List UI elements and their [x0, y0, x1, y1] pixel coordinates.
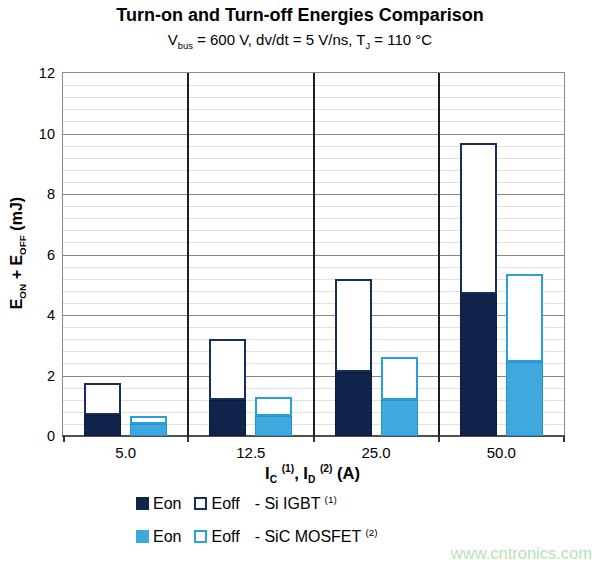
y-tick-label: 0: [11, 427, 55, 445]
legend-label: Eoff: [211, 528, 239, 546]
bar-segment-eon-si-igbt-1: [209, 400, 246, 436]
legend-swatch-outline: [194, 530, 207, 543]
sup-text: (2): [320, 463, 333, 474]
bar-segment-eon-si-igbt-1: [84, 415, 121, 436]
bar-segment-eon-si-igbt-1: [335, 372, 372, 436]
sub-text: ON: [17, 284, 28, 299]
bar-segment-eon-sic-mosfet-2: [506, 362, 543, 436]
chart-title: Turn-on and Turn-off Energies Comparison: [0, 5, 600, 26]
bar-segment-eon-sic-mosfet-2: [130, 424, 167, 436]
bar-segment-eoff-si-igbt-1: [209, 339, 246, 400]
x-axis-tick: [563, 436, 565, 442]
legend-series-label: - Si IGBT (1): [255, 494, 337, 513]
legend-label: Eon: [153, 495, 181, 513]
bar-segment-eon-si-igbt-1: [460, 294, 497, 436]
bar-segment-eoff-si-igbt-1: [84, 383, 121, 415]
x-axis-title: IC (1), ID (2) (A): [62, 463, 563, 485]
watermark: www.cntronics.com: [451, 544, 592, 563]
bar-segment-eon-sic-mosfet-2: [381, 400, 418, 436]
x-category-label: 5.0: [63, 444, 188, 461]
x-category-label: 12.5: [188, 444, 313, 461]
bar-segment-eoff-si-igbt-1: [335, 279, 372, 373]
sub-text: bus: [178, 41, 193, 51]
category-separator: [438, 73, 440, 436]
legend-series-superscript: (1): [325, 494, 337, 505]
legend-series-superscript: (2): [365, 527, 377, 538]
legend-swatch-filled: [136, 497, 149, 510]
legend-row: Eon Eoff - SiC MOSFET (2): [136, 527, 378, 546]
category-separator: [313, 73, 315, 436]
sub-text: C: [270, 474, 277, 485]
bar-segment-eoff-sic-mosfet-2: [381, 357, 418, 399]
sup-text: (1): [282, 463, 295, 474]
x-axis-tick: [313, 436, 315, 442]
y-tick-label: 12: [11, 64, 55, 82]
legend-label: Eon: [153, 528, 181, 546]
bar-segment-eoff-sic-mosfet-2: [130, 416, 167, 424]
x-axis-tick: [187, 436, 189, 442]
category-separator: [187, 73, 189, 436]
chart-subtitle: Vbus = 600 V, dv/dt = 5 V/ns, TJ = 110 °…: [0, 31, 600, 51]
sub-text: J: [365, 41, 370, 51]
y-tick-label: 2: [11, 367, 55, 385]
bar-segment-eoff-sic-mosfet-2: [255, 397, 292, 417]
sub-text: D: [308, 474, 315, 485]
bar-segment-eon-sic-mosfet-2: [255, 416, 292, 436]
legend-swatch-outline: [194, 497, 207, 510]
plot-area: 5.012.525.050.0024681012: [62, 72, 565, 437]
y-tick-label: 4: [11, 306, 55, 324]
legend-row: Eon Eoff - Si IGBT (1): [136, 494, 337, 513]
bar-segment-eoff-sic-mosfet-2: [506, 274, 543, 362]
y-tick-label: 8: [11, 185, 55, 203]
x-category-label: 50.0: [439, 444, 564, 461]
chart-canvas: Turn-on and Turn-off Energies Comparison…: [0, 0, 600, 567]
x-category-label: 25.0: [314, 444, 439, 461]
bar-segment-eoff-si-igbt-1: [460, 143, 497, 294]
y-tick-label: 10: [11, 125, 55, 143]
y-tick-label: 6: [11, 246, 55, 264]
x-axis-tick: [438, 436, 440, 442]
legend-swatch-filled: [136, 530, 149, 543]
x-axis-tick: [63, 436, 65, 442]
legend-label: Eoff: [211, 495, 239, 513]
legend-series-label: - SiC MOSFET (2): [255, 527, 378, 546]
